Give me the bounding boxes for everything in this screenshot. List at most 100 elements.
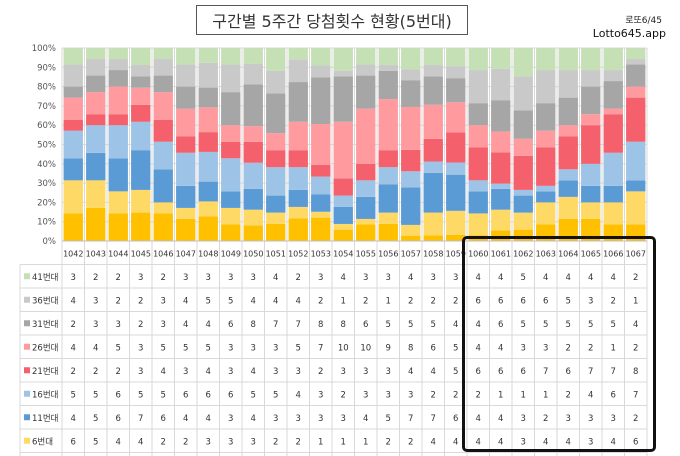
bar-segment xyxy=(153,119,173,142)
bar-segment xyxy=(603,202,623,225)
bar-segment xyxy=(581,202,601,219)
data-label: 7 xyxy=(611,367,616,377)
bar-segment xyxy=(603,185,623,203)
x-tick-label: 1060 xyxy=(468,250,488,259)
data-label: 2 xyxy=(408,296,413,306)
bar-segment xyxy=(356,180,376,197)
bar-segment xyxy=(356,64,376,76)
bar-segment xyxy=(468,213,488,236)
legend-label: 41번대 xyxy=(32,273,58,283)
legend-swatch xyxy=(24,437,30,444)
bar-segment xyxy=(603,70,623,82)
bar-segment xyxy=(311,176,331,195)
data-label: 6 xyxy=(363,320,368,330)
bar-segment xyxy=(153,169,173,203)
data-label: 1 xyxy=(341,437,346,447)
data-label: 7 xyxy=(633,390,638,400)
bar-segment xyxy=(603,48,623,71)
bar-segment xyxy=(198,87,218,108)
bar-segment xyxy=(86,125,106,153)
data-label: 9 xyxy=(386,343,391,353)
data-label: 3 xyxy=(566,414,571,424)
bar-segment xyxy=(108,213,128,241)
bar-segment xyxy=(108,125,128,159)
bar-segment xyxy=(333,223,353,230)
data-label: 4 xyxy=(71,296,76,306)
bar-segment xyxy=(356,196,376,219)
bar-segment xyxy=(221,64,241,93)
bar-segment xyxy=(131,121,151,151)
bar-segment xyxy=(626,224,646,241)
data-label: 2 xyxy=(318,296,323,306)
bar-segment xyxy=(153,92,173,120)
legend-swatch xyxy=(24,320,30,327)
y-tick-label: 40% xyxy=(37,160,56,170)
data-label: 3 xyxy=(386,390,391,400)
data-label: 3 xyxy=(386,273,391,283)
data-label: 5 xyxy=(543,320,548,330)
bar-segment xyxy=(333,206,353,224)
brand-site-label: Lotto645.app xyxy=(592,27,666,40)
data-label: 3 xyxy=(521,414,526,424)
data-label: 3 xyxy=(206,273,211,283)
bar-segment xyxy=(536,202,556,225)
x-tick-label: 1043 xyxy=(86,250,106,259)
bar-segment xyxy=(288,121,308,151)
data-label: 6 xyxy=(206,390,211,400)
data-label: 4 xyxy=(363,414,368,424)
data-label: 4 xyxy=(183,320,188,330)
bar-segment xyxy=(266,93,286,134)
bar-segment xyxy=(423,65,443,77)
bar-segment xyxy=(581,125,601,164)
bar-segment xyxy=(603,114,623,153)
bar-segment xyxy=(536,224,556,241)
data-label: 3 xyxy=(521,343,526,353)
data-label: 2 xyxy=(363,296,368,306)
bar-segment xyxy=(378,167,398,185)
data-label: 3 xyxy=(611,414,616,424)
bar-segment xyxy=(423,104,443,139)
data-label: 3 xyxy=(453,273,458,283)
data-label: 4 xyxy=(296,296,301,306)
bar-segment xyxy=(626,191,646,225)
data-label: 8 xyxy=(341,320,346,330)
bar-segment xyxy=(221,207,241,225)
data-label: 4 xyxy=(138,437,143,447)
x-tick-label: 1051 xyxy=(266,250,286,259)
legend-label: 16번대 xyxy=(32,390,58,400)
data-label: 2 xyxy=(453,390,458,400)
data-label: 7 xyxy=(138,414,143,424)
bar-segment xyxy=(131,189,151,213)
bar-segment xyxy=(513,155,533,190)
bar-segment xyxy=(423,235,443,241)
data-label: 8 xyxy=(408,343,413,353)
legend-label: 11번대 xyxy=(32,414,58,424)
data-label: 2 xyxy=(138,296,143,306)
x-tick-label: 1066 xyxy=(603,250,623,259)
data-label: 1 xyxy=(633,296,638,306)
bar-segment xyxy=(63,64,83,87)
bar-segment xyxy=(176,136,196,153)
data-label: 6 xyxy=(453,414,458,424)
y-tick-label: 20% xyxy=(37,198,56,208)
bar-segment xyxy=(423,161,443,173)
bar-segment xyxy=(198,151,218,182)
bar-segment xyxy=(131,150,151,190)
bar-segment xyxy=(266,212,286,224)
bar-segment xyxy=(356,48,376,65)
bar-segment xyxy=(491,188,511,210)
bar-segment xyxy=(198,62,218,88)
bar-segment xyxy=(536,48,556,71)
bar-segment xyxy=(311,211,331,218)
bar-segment xyxy=(401,187,421,225)
data-label: 3 xyxy=(588,414,593,424)
data-label: 3 xyxy=(386,367,391,377)
legend-swatch xyxy=(24,367,30,374)
chart-title: 구간별 5주간 당첨횟수 현황(5번대) xyxy=(196,5,468,35)
y-tick-label: 90% xyxy=(37,63,56,73)
data-label: 2 xyxy=(161,437,166,447)
data-label: 2 xyxy=(453,296,458,306)
bar-segment xyxy=(513,229,533,241)
x-tick-label: 1062 xyxy=(513,250,533,259)
bar-segment xyxy=(86,48,106,60)
